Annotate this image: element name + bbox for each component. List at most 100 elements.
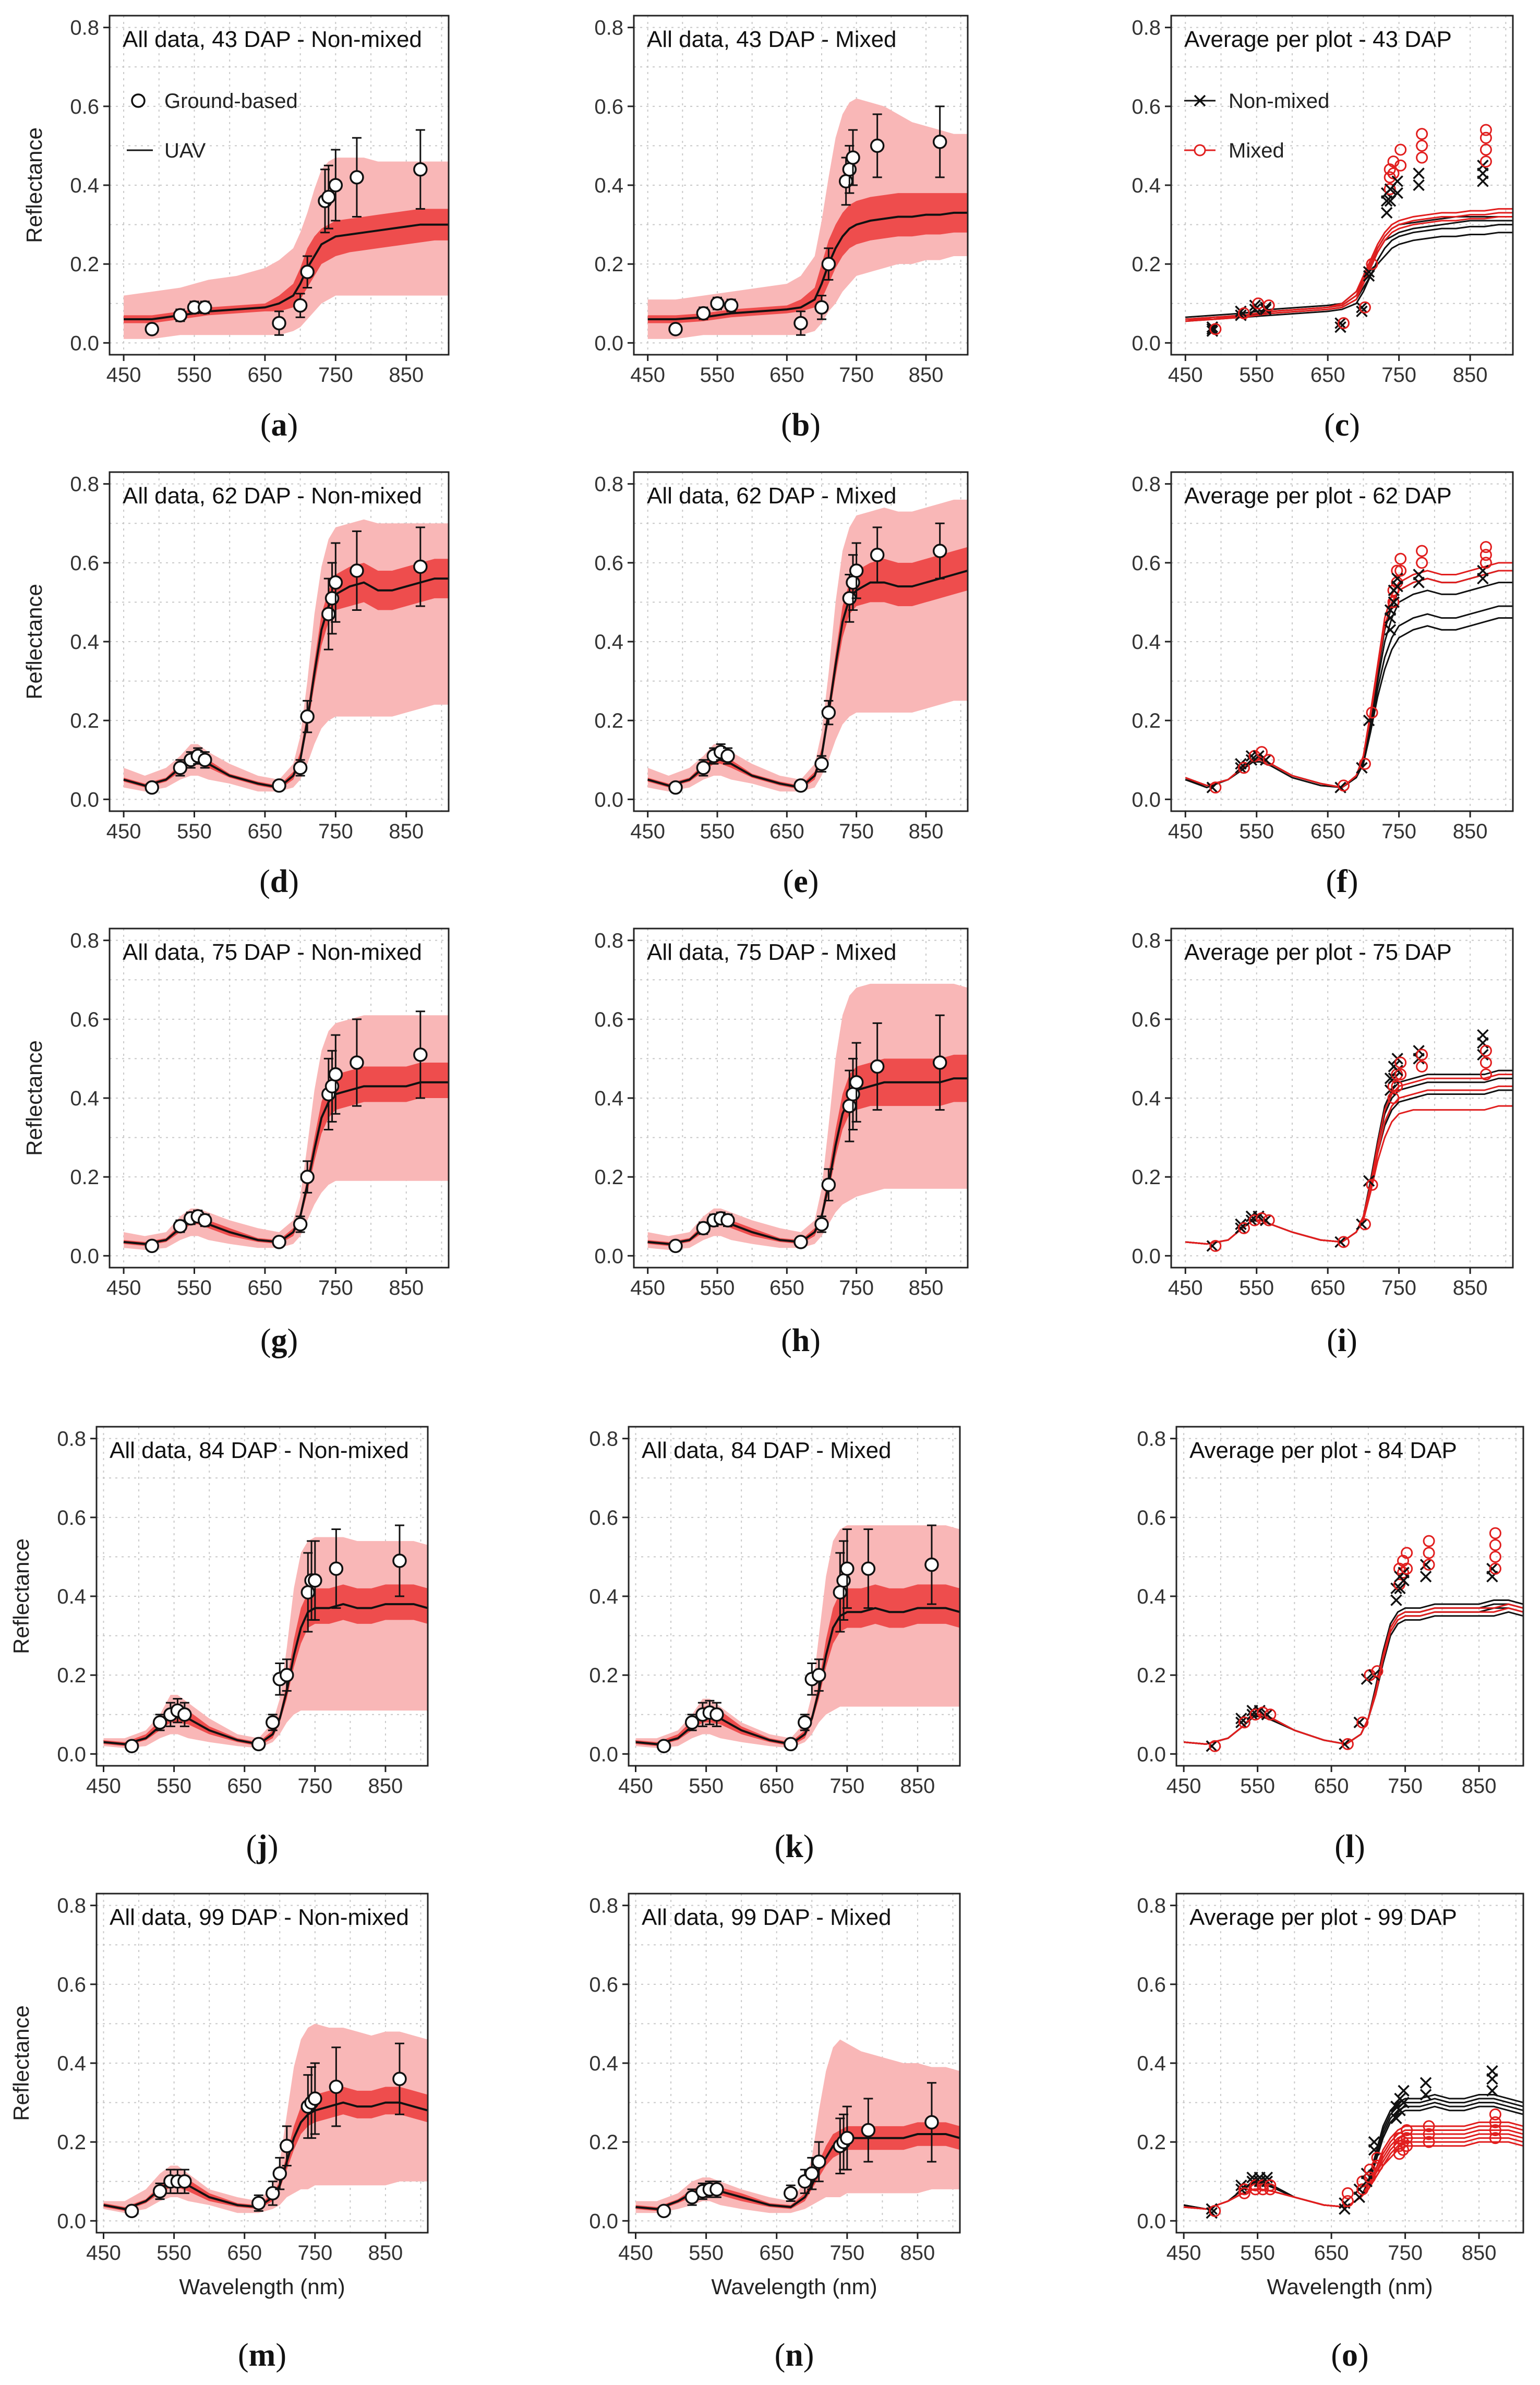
panel-letter-open: ( <box>775 1829 786 1864</box>
y-tick-label: 0.2 <box>1137 2131 1166 2154</box>
panel-letter: (a) <box>260 407 298 443</box>
panel-letter-close: ) <box>288 864 299 899</box>
ground-point <box>308 1573 322 1588</box>
ground-point <box>684 2190 700 2205</box>
y-tick-label: 0.2 <box>1132 709 1161 732</box>
x-tick-label: 750 <box>318 1276 353 1299</box>
nonmixed-marker <box>1419 2077 1432 2089</box>
ground-point <box>842 162 857 177</box>
x-tick-label: 450 <box>106 364 141 387</box>
y-tick-label: 0.8 <box>70 17 99 40</box>
nonmixed-marker <box>1245 1214 1258 1226</box>
ground-point <box>656 1739 671 1753</box>
panel-letter-char: k <box>785 1829 803 1864</box>
mixed-marker <box>1489 1539 1501 1551</box>
nonmixed-marker <box>1394 2104 1406 2116</box>
x-tick-label: 850 <box>389 820 424 843</box>
mixed-plot-line <box>1185 1105 1513 1245</box>
y-tick-label: 0.6 <box>1132 552 1161 575</box>
mixed-marker <box>1479 1044 1492 1057</box>
ground-point <box>329 2079 344 2094</box>
y-tick-label: 0.4 <box>1137 2052 1166 2075</box>
nonmixed-marker <box>1486 2065 1498 2077</box>
panel-letter-close: ) <box>803 1829 814 1864</box>
ground-point <box>668 322 683 336</box>
panel-letter-open: ( <box>246 1829 257 1864</box>
uav-outer-band <box>124 158 449 339</box>
ground-point <box>293 761 308 775</box>
panel-letter-close: ) <box>1348 864 1358 899</box>
y-tick-label: 0.2 <box>70 1166 99 1189</box>
nonmixed-marker <box>1261 1708 1273 1720</box>
mixed-marker <box>1366 1178 1378 1191</box>
y-tick-label: 0.2 <box>1132 1166 1161 1189</box>
panel-letter-open: ( <box>259 864 270 899</box>
mixed-marker <box>1416 1061 1428 1073</box>
panel-title: Average per plot - 43 DAP <box>1184 27 1452 52</box>
x-tick-label: 650 <box>1314 1775 1349 1798</box>
mixed-marker <box>1423 2120 1435 2133</box>
x-tick-label: 750 <box>318 820 353 843</box>
panel-letter-char: c <box>1335 407 1350 443</box>
x-tick-label: 850 <box>368 1775 403 1798</box>
nonmixed-marker <box>1391 187 1403 199</box>
y-tick-label: 0.4 <box>1137 1585 1166 1608</box>
ground-point <box>177 2174 192 2189</box>
x-tick-label: 450 <box>630 1276 665 1299</box>
panel-letter: (e) <box>783 864 819 899</box>
ground-point <box>300 1585 316 1600</box>
panel-title: Average per plot - 99 DAP <box>1189 1905 1457 1930</box>
x-tick-label: 750 <box>1381 364 1416 387</box>
x-tick-label: 750 <box>839 364 874 387</box>
ground-point <box>308 2091 322 2106</box>
mixed-marker <box>1248 1214 1261 1226</box>
y-tick-label: 0.8 <box>589 1895 618 1918</box>
mixed-marker <box>1489 1550 1501 1563</box>
ground-point <box>145 322 159 336</box>
panel-letter-open: ( <box>781 1323 792 1358</box>
x-axis-label: Wavelength (nm) <box>711 2274 877 2299</box>
panel-g: 450 550 650 750 850 0.0 0.2 0.4 0.6 0.8 All data, … <box>22 927 450 1358</box>
nonmixed-marker <box>1398 2085 1410 2097</box>
nonmixed-marker <box>1356 302 1368 314</box>
mixed-marker <box>1341 2195 1354 2208</box>
panel-letter-close: ) <box>1358 2338 1369 2373</box>
mixed-marker <box>1364 2171 1376 2184</box>
panel-o: 450 550 650 750 850 0.0 0.2 0.4 0.6 0.8 Average pe… <box>1137 1893 1524 2373</box>
uav-inner-band <box>647 547 968 790</box>
mixed-marker <box>1416 139 1428 152</box>
nonmixed-marker <box>1246 1708 1258 1720</box>
panel-letter: (f) <box>1326 864 1358 899</box>
ground-point <box>668 780 683 795</box>
mixed-marker <box>1209 323 1222 335</box>
panel-title: Average per plot - 84 DAP <box>1189 1438 1457 1463</box>
nonmixed-marker <box>1206 1740 1218 1752</box>
ground-point <box>328 1067 343 1082</box>
mixed-marker <box>1394 143 1407 156</box>
panel-letter-close: ) <box>268 1829 279 1864</box>
panel-letter: (m) <box>238 2338 286 2373</box>
mixed-plot-line <box>1185 215 1513 320</box>
ground-point <box>793 778 808 793</box>
x-tick-label: 550 <box>1239 364 1274 387</box>
panel-letter-open: ( <box>1327 1323 1338 1358</box>
x-tick-label: 750 <box>318 364 353 387</box>
ground-point <box>849 563 864 578</box>
y-tick-label: 0.4 <box>1132 174 1161 197</box>
nonmixed-marker <box>1363 266 1375 278</box>
ground-point <box>720 1213 735 1228</box>
mixed-marker <box>1237 762 1250 774</box>
x-tick-label: 550 <box>700 1276 735 1299</box>
mixed-marker <box>1416 557 1428 569</box>
y-tick-label: 0.0 <box>70 788 99 811</box>
y-tick-label: 0.0 <box>57 1743 86 1766</box>
x-tick-label: 650 <box>227 1775 262 1798</box>
ground-point <box>124 1739 139 1753</box>
ground-point <box>321 607 336 621</box>
mixed-marker <box>1393 2140 1405 2152</box>
ground-point <box>696 306 711 321</box>
panel-letter-char: j <box>256 1829 268 1864</box>
x-tick-label: 450 <box>618 1775 653 1798</box>
ground-point <box>709 2182 724 2197</box>
